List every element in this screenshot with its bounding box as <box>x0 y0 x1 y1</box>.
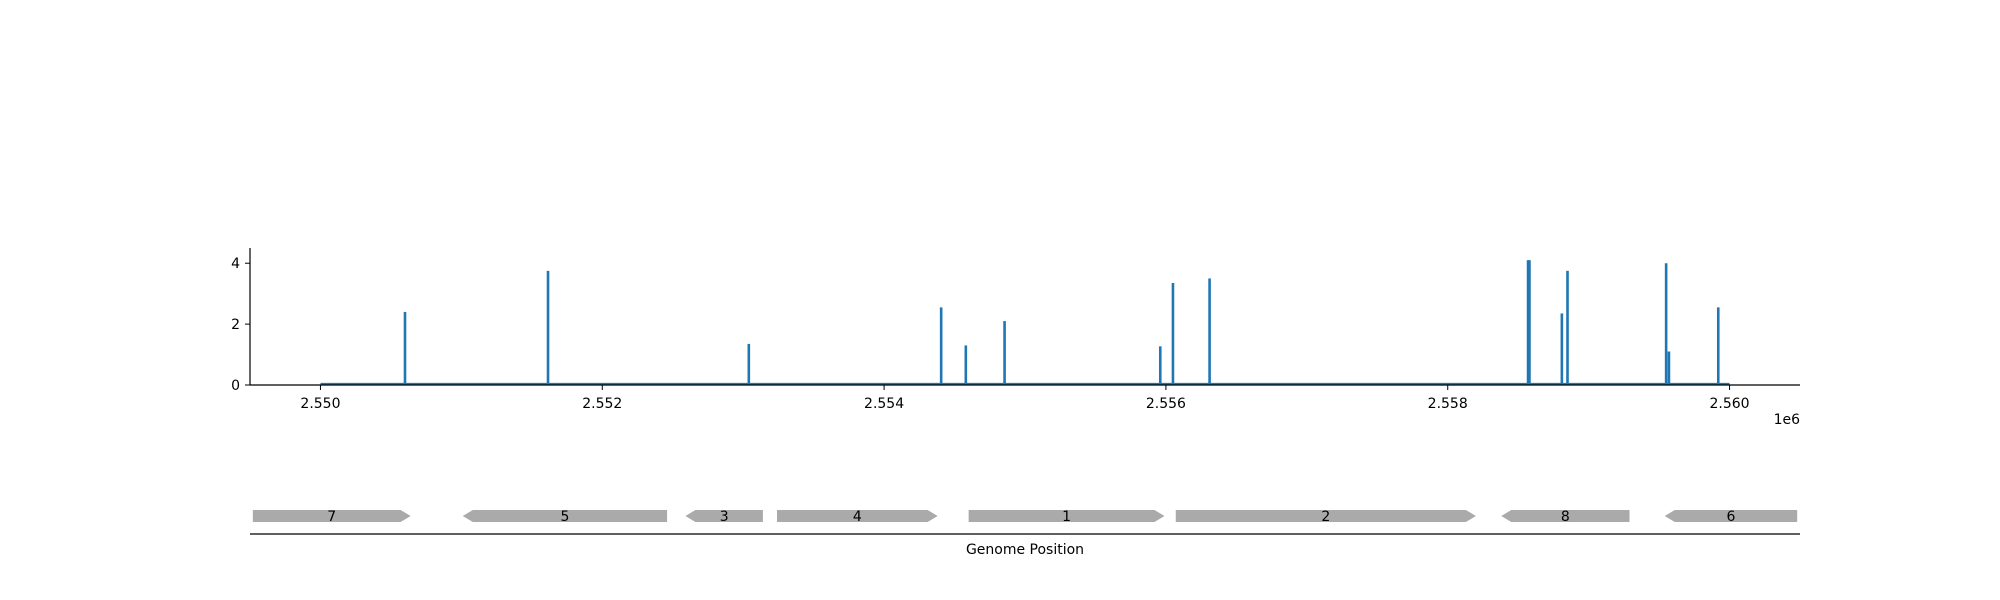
gene-arrow <box>968 510 1165 522</box>
y-tick-label: 4 <box>231 256 240 272</box>
coverage-bar <box>1667 351 1671 385</box>
x-tick-label: 2.554 <box>864 396 904 412</box>
coverage-bar <box>546 270 550 385</box>
x-tick-label: 2.552 <box>582 396 622 412</box>
gene-label: 7 <box>327 509 336 525</box>
x-axis-offset-label: 1e6 <box>1774 412 1801 428</box>
coverage-bar <box>1716 307 1720 385</box>
coverage-bar <box>1664 263 1668 385</box>
y-tick-label: 2 <box>231 317 240 333</box>
coverage-bar <box>1528 260 1531 385</box>
gene-arrow <box>1664 510 1798 522</box>
gene-label: 2 <box>1321 509 1330 525</box>
gene-arrow <box>252 510 411 522</box>
coverage-bar <box>1158 346 1162 385</box>
coverage-bars <box>403 260 1720 385</box>
gene-arrow <box>1501 510 1630 522</box>
gene-label: 3 <box>720 509 729 525</box>
gene-label: 1 <box>1062 509 1071 525</box>
x-tick-label: 2.560 <box>1709 396 1749 412</box>
coverage-bar <box>1208 278 1211 385</box>
coverage-bar <box>939 307 943 385</box>
gene-arrow <box>777 510 938 522</box>
gene-arrow <box>1175 510 1476 522</box>
gene-arrow <box>685 510 763 522</box>
coverage-bar <box>747 343 751 385</box>
coverage-bar <box>1003 321 1006 385</box>
gene-label: 5 <box>560 509 569 525</box>
x-axis-ticks: 2.550 2.552 2.554 2.556 2.558 2.560 <box>300 385 1750 412</box>
gene-label: 8 <box>1561 509 1570 525</box>
x-tick-label: 2.556 <box>1146 396 1186 412</box>
coverage-bar <box>1526 260 1530 385</box>
gene-arrows: 7 5 3 4 1 2 8 6 <box>252 509 1798 525</box>
coverage-bar <box>403 311 407 385</box>
genome-position-label: Genome Position <box>966 542 1084 558</box>
gene-label: 6 <box>1726 509 1735 525</box>
x-tick-label: 2.550 <box>300 396 340 412</box>
gene-map: 7 5 3 4 1 2 8 6 Genome Position <box>250 509 1800 558</box>
y-axis-ticks: 0 2 4 <box>231 256 250 394</box>
gene-label: 4 <box>853 509 862 525</box>
coverage-bar <box>1560 313 1564 385</box>
y-tick-label: 0 <box>231 378 240 394</box>
x-tick-label: 2.558 <box>1428 396 1468 412</box>
coverage-bar <box>1171 283 1175 385</box>
coverage-plot: 2.550 2.552 2.554 2.556 2.558 2.560 0 2 4 1e6 <box>231 248 1800 428</box>
coverage-bar <box>1566 270 1569 385</box>
gene-arrow <box>462 510 668 522</box>
coverage-bar <box>964 345 968 385</box>
